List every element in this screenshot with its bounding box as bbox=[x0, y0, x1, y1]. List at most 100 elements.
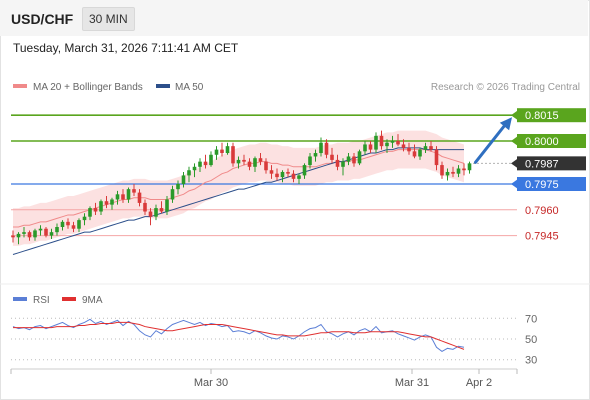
candle-body bbox=[368, 144, 373, 150]
rsi_ma-line bbox=[13, 321, 465, 350]
candle-body bbox=[297, 175, 301, 179]
candle-body bbox=[176, 184, 180, 190]
candle-body bbox=[66, 221, 70, 226]
x-tick-label: Mar 31 bbox=[395, 377, 429, 389]
candle-body bbox=[451, 171, 455, 174]
level-tag-pointer bbox=[511, 179, 518, 189]
candle-body bbox=[27, 232, 32, 238]
level-label-0.7987: 0.7987 bbox=[525, 158, 559, 170]
candle-body bbox=[440, 165, 444, 176]
candle-body bbox=[407, 147, 411, 152]
candle-body bbox=[357, 151, 362, 164]
candle-body bbox=[154, 208, 158, 217]
candle-body bbox=[110, 199, 114, 205]
candle-body bbox=[11, 235, 15, 238]
candle-body bbox=[192, 166, 197, 171]
rsi-legend-swatch bbox=[13, 297, 27, 301]
candle-body bbox=[253, 158, 257, 167]
level-label-0.7960: 0.7960 bbox=[525, 205, 559, 217]
candle-body bbox=[258, 158, 263, 162]
candle-body bbox=[308, 156, 312, 166]
candle-body bbox=[16, 233, 21, 238]
candle-body bbox=[99, 201, 103, 212]
candle-body bbox=[143, 202, 147, 212]
projection-arrow-head bbox=[499, 117, 512, 131]
level-tag-pointer bbox=[511, 136, 518, 146]
candle-body bbox=[346, 156, 351, 162]
candle-body bbox=[148, 211, 153, 217]
ma20-legend-swatch bbox=[13, 84, 27, 88]
ma50-line bbox=[12, 147, 464, 255]
level-tag-pointer bbox=[511, 158, 518, 169]
candle-body bbox=[434, 149, 439, 166]
candle-body bbox=[396, 141, 400, 145]
ma20-legend-label: MA 20 + Bollinger Bands bbox=[33, 82, 143, 93]
candle-body bbox=[187, 170, 191, 176]
level-tag-0.7987 bbox=[517, 156, 586, 171]
candle-body bbox=[401, 144, 406, 148]
candle-body bbox=[55, 227, 59, 233]
candle-body bbox=[335, 159, 340, 167]
candle-body bbox=[132, 189, 136, 193]
rsi-ma-legend-swatch bbox=[62, 297, 76, 301]
candle-body bbox=[22, 232, 26, 234]
candle-body bbox=[165, 199, 169, 212]
rsi-line bbox=[12, 318, 465, 353]
candle-body bbox=[363, 144, 367, 152]
candle-body bbox=[385, 142, 389, 147]
candle-body bbox=[280, 171, 285, 178]
candle-body bbox=[418, 149, 422, 157]
candle-body bbox=[214, 149, 219, 155]
candle-body bbox=[44, 228, 48, 236]
rsi-tick-50: 50 bbox=[525, 334, 537, 346]
header-bar: USD/CHF 30 MIN bbox=[0, 0, 588, 36]
candle-body bbox=[242, 159, 246, 162]
candle-body bbox=[429, 146, 433, 150]
candle-body bbox=[313, 153, 318, 157]
level-label-0.8000: 0.8000 bbox=[525, 136, 559, 148]
candle-body bbox=[341, 161, 345, 167]
candle-body bbox=[319, 142, 323, 154]
datetime-label: Tuesday, March 31, 2026 7:11:41 AM CET bbox=[13, 41, 239, 55]
level-tag-pointer bbox=[511, 110, 518, 121]
rsi-tick-70: 70 bbox=[525, 313, 537, 325]
candle-body bbox=[456, 168, 461, 174]
candle-body bbox=[412, 151, 417, 157]
candle-body bbox=[379, 135, 384, 147]
candle-body bbox=[33, 230, 37, 238]
candle-body bbox=[121, 194, 125, 200]
candle-body bbox=[126, 189, 131, 200]
rsi-panel: 70 50 30 bbox=[11, 313, 537, 367]
candle-body bbox=[291, 173, 296, 179]
candle-body bbox=[220, 149, 224, 154]
rsi-legend-label: RSI bbox=[33, 295, 50, 306]
candle-body bbox=[374, 135, 378, 150]
projection-arrow bbox=[474, 119, 510, 164]
candle-body bbox=[286, 171, 290, 174]
x-tick-label: Apr 2 bbox=[466, 377, 492, 389]
candle-body bbox=[445, 171, 450, 176]
candle-body bbox=[330, 154, 334, 160]
candle-body bbox=[115, 194, 120, 200]
candle-body bbox=[159, 208, 164, 212]
level-tag-0.8015 bbox=[517, 108, 586, 123]
candle-body bbox=[93, 208, 98, 212]
level-tag-0.7975 bbox=[517, 177, 586, 191]
rsi-tick-30: 30 bbox=[525, 355, 537, 367]
candle-body bbox=[209, 154, 213, 166]
candle-body bbox=[462, 168, 466, 171]
candle-body bbox=[82, 216, 87, 221]
candle-body bbox=[231, 146, 235, 164]
candle-body bbox=[71, 225, 76, 229]
candle-body bbox=[275, 173, 279, 178]
candle-body bbox=[88, 208, 92, 217]
candle-body bbox=[38, 228, 43, 231]
level-label-0.8015: 0.8015 bbox=[525, 110, 559, 122]
timeframe-button[interactable]: 30 MIN bbox=[82, 7, 135, 31]
candle-body bbox=[203, 161, 208, 166]
candle-body bbox=[390, 141, 395, 143]
rsi-ma-legend-label: 9MA bbox=[82, 295, 103, 306]
level-label-0.7975: 0.7975 bbox=[525, 179, 559, 191]
candle-body bbox=[302, 165, 307, 176]
